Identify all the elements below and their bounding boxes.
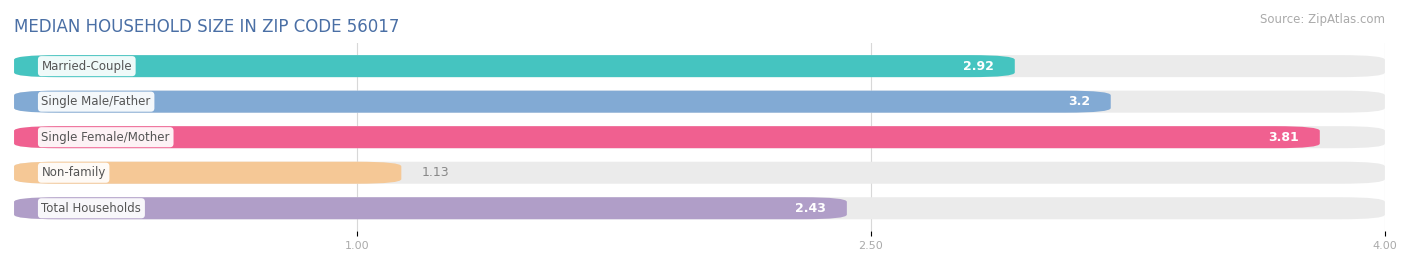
FancyBboxPatch shape bbox=[14, 91, 1111, 113]
Text: Total Households: Total Households bbox=[42, 202, 142, 215]
Text: 2.92: 2.92 bbox=[963, 60, 994, 73]
Text: 3.2: 3.2 bbox=[1069, 95, 1090, 108]
FancyBboxPatch shape bbox=[14, 162, 401, 184]
Text: Source: ZipAtlas.com: Source: ZipAtlas.com bbox=[1260, 13, 1385, 26]
FancyBboxPatch shape bbox=[14, 126, 1385, 148]
FancyBboxPatch shape bbox=[14, 55, 1015, 77]
Text: Single Male/Father: Single Male/Father bbox=[42, 95, 150, 108]
Text: Single Female/Mother: Single Female/Mother bbox=[42, 131, 170, 144]
Text: 1.13: 1.13 bbox=[422, 166, 450, 179]
FancyBboxPatch shape bbox=[14, 91, 1385, 113]
FancyBboxPatch shape bbox=[14, 126, 1320, 148]
FancyBboxPatch shape bbox=[14, 197, 1385, 219]
Text: MEDIAN HOUSEHOLD SIZE IN ZIP CODE 56017: MEDIAN HOUSEHOLD SIZE IN ZIP CODE 56017 bbox=[14, 18, 399, 36]
FancyBboxPatch shape bbox=[14, 55, 1385, 77]
Text: 2.43: 2.43 bbox=[796, 202, 827, 215]
FancyBboxPatch shape bbox=[14, 197, 846, 219]
Text: 3.81: 3.81 bbox=[1268, 131, 1299, 144]
Text: Non-family: Non-family bbox=[42, 166, 105, 179]
Text: Married-Couple: Married-Couple bbox=[42, 60, 132, 73]
FancyBboxPatch shape bbox=[14, 162, 1385, 184]
